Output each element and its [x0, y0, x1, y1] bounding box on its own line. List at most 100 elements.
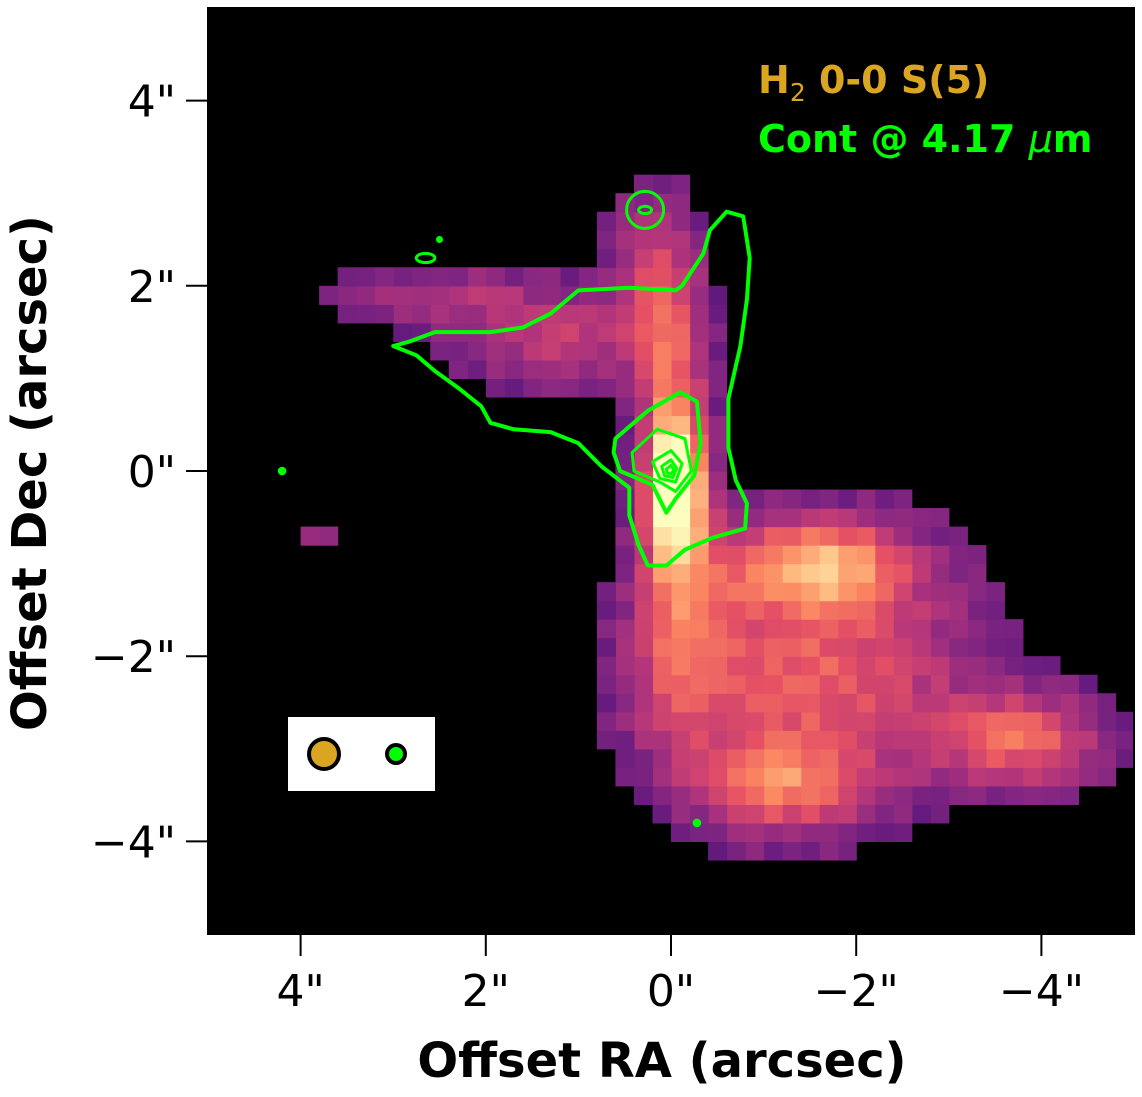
- heatmap-cell: [689, 211, 709, 231]
- heatmap-cell: [652, 785, 672, 805]
- heatmap-cell: [911, 637, 931, 657]
- heatmap-cell: [708, 341, 728, 361]
- heatmap-cell: [967, 619, 987, 639]
- heatmap-cell: [652, 433, 672, 454]
- heatmap-cell: [967, 767, 987, 787]
- heatmap-cell: [819, 656, 839, 676]
- heatmap-cell: [874, 508, 894, 528]
- heatmap-cell: [615, 545, 635, 565]
- heatmap-cell: [967, 582, 987, 602]
- heatmap-cell: [763, 822, 783, 842]
- heatmap-cell: [726, 804, 746, 824]
- heatmap-cell: [467, 359, 487, 379]
- heatmap-cell: [911, 693, 931, 713]
- heatmap-cell: [967, 563, 987, 583]
- heatmap-cell: [800, 711, 820, 731]
- heatmap-cell: [1004, 674, 1024, 694]
- heatmap-cell: [615, 415, 635, 435]
- heatmap-cell: [615, 211, 635, 231]
- heatmap-cell: [689, 822, 709, 842]
- heatmap-cell: [856, 730, 876, 750]
- heatmap-cell: [689, 785, 709, 805]
- heatmap-cell: [708, 656, 728, 676]
- heatmap-cell: [763, 637, 783, 657]
- heatmap-cell: [782, 600, 802, 620]
- heatmap-cell: [911, 785, 931, 805]
- heatmap-cell: [856, 822, 876, 842]
- heatmap-cell: [467, 304, 487, 324]
- heatmap-cell: [671, 711, 691, 731]
- heatmap-cell: [874, 600, 894, 620]
- heatmap-cell: [1004, 785, 1024, 805]
- heatmap-cell: [763, 563, 783, 583]
- y-tick-label: −4": [91, 817, 176, 868]
- continuum-contour-northeast-dot: [436, 236, 443, 243]
- heatmap-cell: [893, 748, 913, 768]
- heatmap-cell: [837, 600, 857, 620]
- heatmap-cell: [856, 693, 876, 713]
- heatmap-cell: [689, 748, 709, 768]
- heatmap-cell: [652, 230, 672, 250]
- heatmap-cell: [615, 230, 635, 250]
- heatmap-layer: [300, 174, 1134, 861]
- heatmap-cell: [541, 359, 561, 379]
- heatmap-cell: [671, 396, 691, 417]
- heatmap-cell: [985, 711, 1005, 731]
- heatmap-cell: [633, 341, 654, 361]
- legend-entry-h2: H2 0-0 S(5): [758, 58, 989, 107]
- heatmap-cell: [837, 711, 857, 731]
- heatmap-cell: [1041, 656, 1061, 676]
- heatmap-cell: [782, 619, 802, 639]
- heatmap-cell: [930, 804, 950, 824]
- heatmap-cell: [319, 285, 339, 305]
- heatmap-cell: [1004, 748, 1024, 768]
- heatmap-cell: [819, 489, 839, 509]
- heatmap-cell: [689, 285, 709, 305]
- heatmap-cell: [633, 563, 654, 583]
- heatmap-cell: [633, 304, 654, 324]
- heatmap-cell: [800, 656, 820, 676]
- heatmap-cell: [652, 322, 672, 342]
- heatmap-cell: [763, 489, 783, 509]
- heatmap-cell: [578, 341, 598, 361]
- heatmap-cell: [708, 804, 728, 824]
- heatmap-cell: [430, 304, 450, 324]
- legend-cont-main: Cont @ 4.17: [758, 117, 1029, 161]
- heatmap-cell: [485, 341, 505, 361]
- x-tick-label: 4": [276, 966, 324, 1017]
- heatmap-cell: [745, 822, 765, 842]
- heatmap-cell: [671, 600, 691, 620]
- heatmap-cell: [745, 785, 765, 805]
- heatmap-cell: [652, 748, 672, 768]
- heatmap-cell: [708, 285, 728, 305]
- continuum-contour-level-2: [611, 390, 703, 515]
- heatmap-cell: [615, 359, 635, 379]
- heatmap-cell: [1022, 693, 1042, 713]
- heatmap-cell: [874, 804, 894, 824]
- heatmap-cell: [671, 730, 691, 750]
- heatmap-cell: [633, 452, 654, 472]
- heatmap-cell: [837, 785, 857, 805]
- heatmap-cell: [671, 174, 691, 194]
- heatmap-cell: [782, 730, 802, 750]
- heatmap-cell: [1022, 767, 1042, 787]
- heatmap-cell: [930, 693, 950, 713]
- heatmap-cell: [726, 785, 746, 805]
- heatmap-cell: [893, 693, 913, 713]
- heatmap-cell: [1022, 730, 1042, 750]
- heatmap-cell: [596, 230, 617, 250]
- heatmap-cell: [763, 526, 783, 546]
- heatmap-cell: [615, 711, 635, 731]
- heatmap-cell: [578, 304, 598, 324]
- heatmap-cell: [652, 211, 672, 231]
- heatmap-cell: [633, 267, 654, 287]
- heatmap-cell: [1078, 711, 1098, 731]
- ticks-layer: 4" 2" 0" −2" −4" 4" 2" 0" −2" −4": [91, 77, 1084, 1017]
- continuum-contour-north-source-outer: [625, 189, 666, 230]
- heatmap-cell: [708, 637, 728, 657]
- heatmap-cell: [411, 285, 431, 305]
- heatmap-cell: [671, 415, 691, 435]
- heatmap-cell: [856, 785, 876, 805]
- heatmap-cell: [874, 563, 894, 583]
- heatmap-cell: [874, 619, 894, 639]
